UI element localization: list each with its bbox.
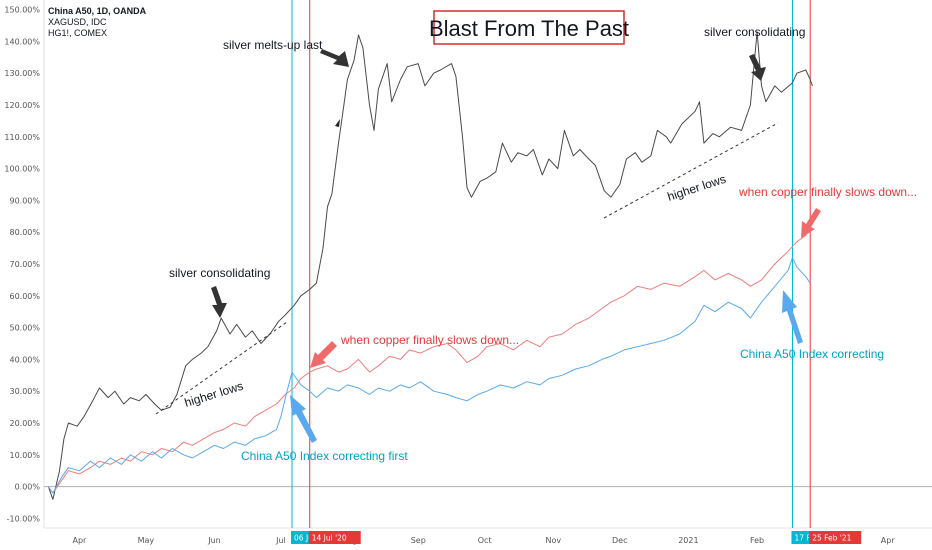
- date-tag-label: 25 Feb '21: [812, 534, 851, 543]
- y-tick-label: 60.00%: [9, 292, 40, 301]
- y-tick-label: 130.00%: [4, 69, 40, 78]
- chart-title: Blast From The Past: [429, 16, 629, 41]
- annotation-higher-lows-left: higher lows: [183, 379, 245, 410]
- annotation-silver-consolidating-left: silver consolidating: [169, 266, 270, 280]
- date-tag-label: 06 Jul: [294, 534, 315, 543]
- x-tick-label: Dec: [612, 536, 627, 545]
- y-tick-label: 110.00%: [4, 133, 40, 142]
- arrow-silver-melts: [320, 49, 349, 67]
- y-tick-label: 100.00%: [4, 165, 40, 174]
- date-tag-box: [308, 531, 361, 544]
- series-line-china: [47, 257, 811, 494]
- arrow-copper-right: [801, 208, 821, 238]
- annotation-copper-slows-left: when copper finally slows down...: [340, 333, 519, 347]
- arrow-china-first: [290, 395, 317, 443]
- y-tick-label: -10.00%: [7, 514, 41, 523]
- y-tick-label: 70.00%: [9, 260, 40, 269]
- date-tag-box: [809, 531, 862, 544]
- x-tick-label: Sep: [411, 536, 426, 545]
- series-layer: [47, 31, 813, 500]
- overlay-silver-label: XAGUSD, IDC: [48, 17, 107, 27]
- overlay-copper-label: HG1!, COMEX: [48, 28, 108, 38]
- x-tick-label: Oct: [478, 536, 492, 545]
- x-tick-label: Nov: [546, 536, 562, 545]
- vertical-markers: [291, 0, 811, 528]
- x-tick-label: Jul: [275, 536, 286, 545]
- x-tick-label: Jun: [207, 536, 221, 545]
- annotation-china-correcting-first: China A50 Index correcting first: [241, 449, 408, 463]
- annotation-silver-melts: silver melts-up last: [223, 38, 323, 52]
- y-tick-label: 80.00%: [9, 228, 40, 237]
- x-tick-label: Feb: [750, 536, 764, 545]
- y-tick-label: 20.00%: [9, 419, 40, 428]
- arrow-silver-consolidating-right: [749, 54, 766, 81]
- y-tick-label: 30.00%: [9, 387, 40, 396]
- date-tag-label: 14 Jul '20: [312, 534, 347, 543]
- y-tick-label: 90.00%: [9, 196, 40, 205]
- y-tick-label: 0.00%: [15, 483, 41, 492]
- trendline-higher-lows-right: [603, 122, 779, 219]
- annotation-china-correcting: China A50 Index correcting: [740, 347, 884, 361]
- x-tick-label: May: [138, 536, 155, 545]
- chart-symbol: China A50, 1D, OANDA: [48, 6, 147, 16]
- series-line-silver: [47, 31, 813, 500]
- arrow-copper-left: [310, 341, 337, 368]
- y-tick-label: 40.00%: [9, 355, 40, 364]
- x-tick-label: Apr: [881, 536, 896, 545]
- y-tick-label: 150.00%: [4, 6, 40, 15]
- x-tick-label: Apr: [73, 536, 88, 545]
- y-tick-label: 140.00%: [4, 37, 40, 46]
- y-tick-label: 120.00%: [4, 101, 40, 110]
- rocket-icon: [335, 119, 340, 127]
- series-line-copper: [47, 222, 811, 494]
- y-tick-label: 10.00%: [9, 451, 40, 460]
- title-box: [433, 10, 625, 45]
- y-tick-label: 50.00%: [9, 324, 40, 333]
- arrow-silver-consolidating-left: [211, 286, 227, 318]
- trendline-higher-lows-left: [155, 321, 288, 415]
- x-tick-label: 2021: [678, 536, 698, 545]
- arrow-china-right: [782, 290, 803, 344]
- date-tag-label: 17 Feb: [794, 534, 819, 543]
- annotation-higher-lows-right: higher lows: [666, 172, 728, 204]
- annotation-silver-consolidating-right: silver consolidating: [704, 25, 805, 39]
- annotation-copper-slows-right: when copper finally slows down...: [738, 185, 917, 199]
